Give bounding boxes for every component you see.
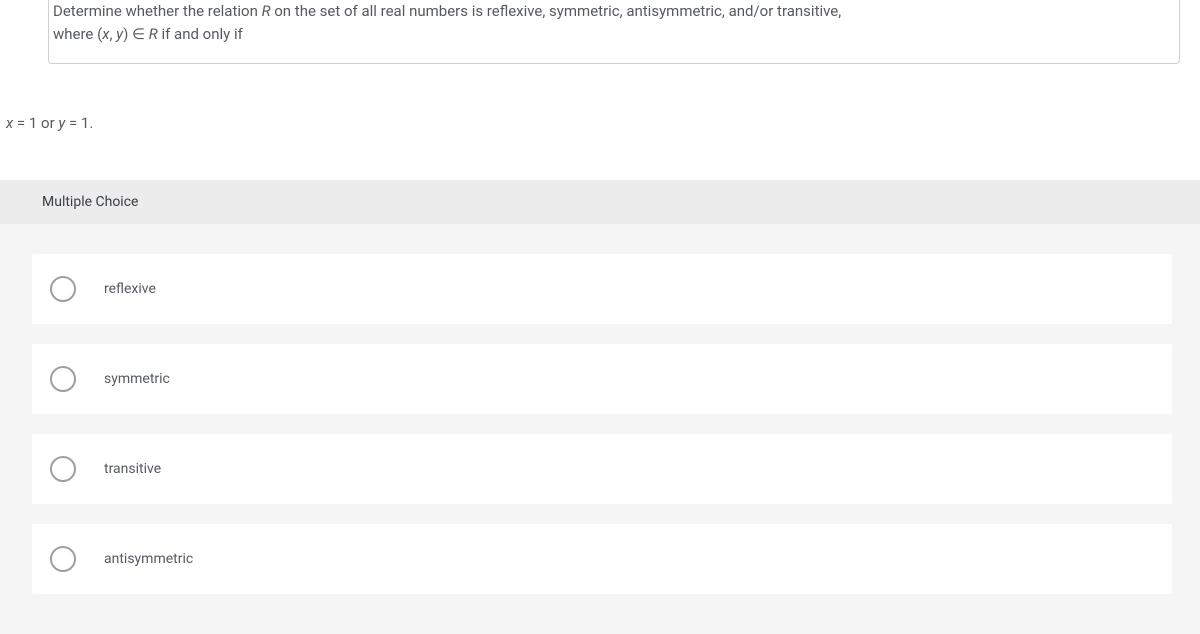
cond-text: = 1.: [69, 114, 93, 132]
option-label: reflexive: [104, 281, 156, 297]
q-text: on the set of all real numbers is reflex…: [274, 2, 841, 20]
cond-text: = 1 or: [17, 114, 58, 132]
multiple-choice-header: Multiple Choice: [0, 180, 1200, 224]
radio-icon[interactable]: [50, 456, 76, 482]
q-var-R: R: [262, 2, 275, 20]
cond-x: x: [6, 114, 17, 132]
q-var-R2: R: [149, 25, 162, 43]
radio-icon[interactable]: [50, 366, 76, 392]
q-text: if and only if: [161, 25, 242, 43]
options-list: reflexive symmetric transitive antisymme…: [0, 224, 1200, 594]
q-text: where (: [53, 25, 102, 43]
question-text: Determine whether the relation R on the …: [49, 0, 1155, 45]
question-box: Determine whether the relation R on the …: [48, 0, 1180, 64]
q-text: ) ∈: [123, 25, 149, 43]
option-label: symmetric: [104, 371, 170, 387]
option-transitive[interactable]: transitive: [32, 434, 1172, 504]
answers-section: Multiple Choice reflexive symmetric tran…: [0, 180, 1200, 634]
cond-y: y: [58, 114, 69, 132]
relation-condition: x = 1 or y = 1.: [6, 114, 1200, 132]
option-label: antisymmetric: [104, 551, 193, 567]
option-antisymmetric[interactable]: antisymmetric: [32, 524, 1172, 594]
option-reflexive[interactable]: reflexive: [32, 254, 1172, 324]
radio-icon[interactable]: [50, 546, 76, 572]
radio-icon[interactable]: [50, 276, 76, 302]
option-symmetric[interactable]: symmetric: [32, 344, 1172, 414]
option-label: transitive: [104, 461, 161, 477]
q-text: Determine whether the relation: [53, 2, 262, 20]
